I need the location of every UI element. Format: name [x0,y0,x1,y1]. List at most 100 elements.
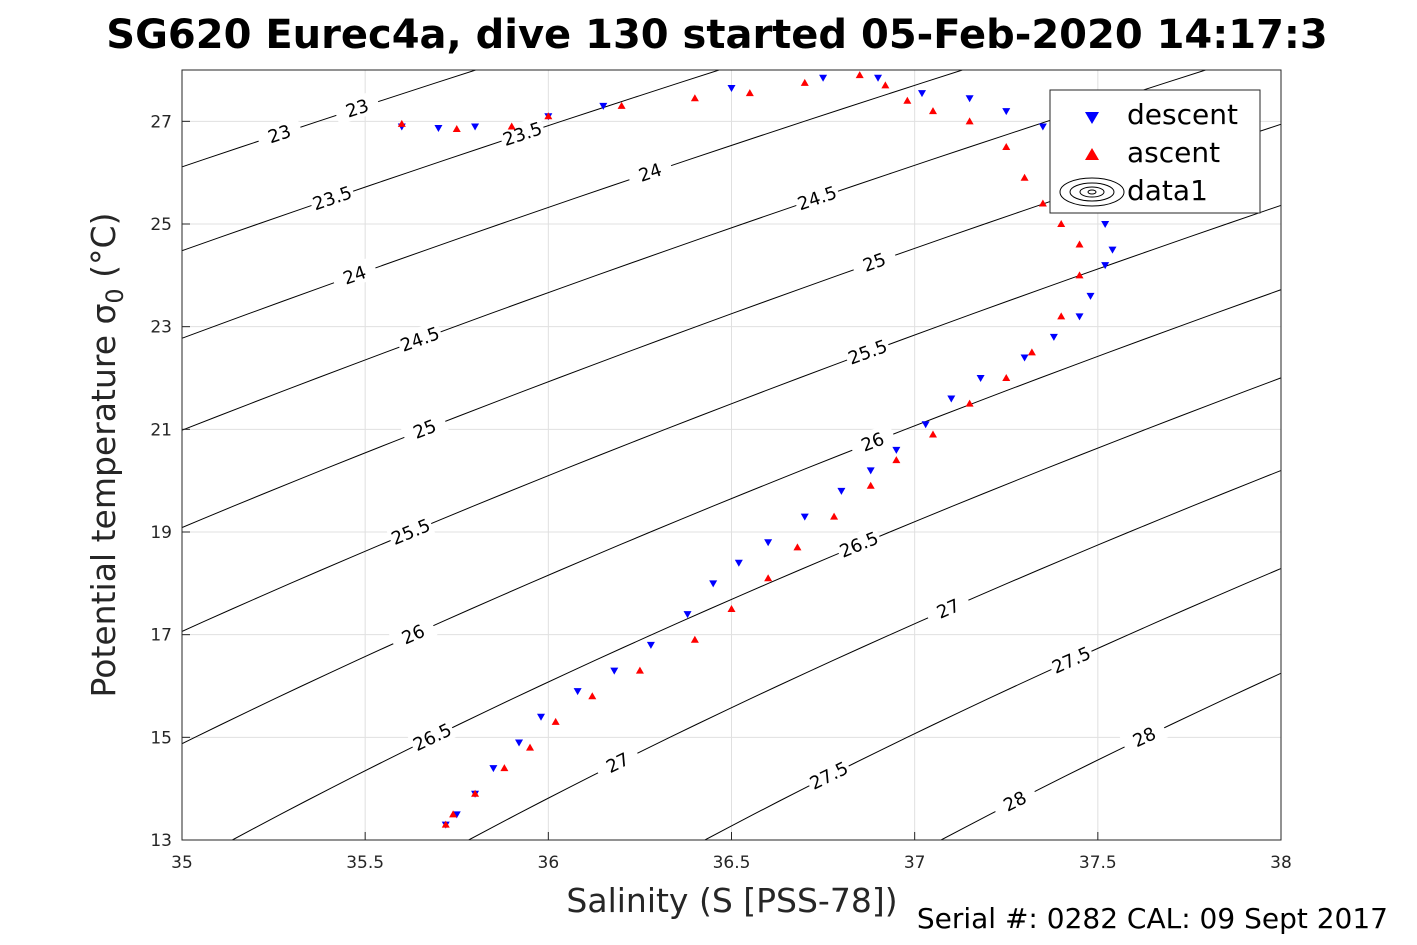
contour-label: 25.5 [385,512,436,550]
contour-line [182,70,721,252]
x-tick-label: 35.5 [346,853,384,873]
ascent-point [507,122,516,130]
descent-point [965,95,974,103]
ascent-point [690,94,699,102]
ascent-point [588,692,597,700]
descent-point [947,395,956,403]
descent-point [709,580,718,588]
contour-label: 24.5 [792,179,842,215]
ascent-point [690,635,699,643]
descent-point [610,667,619,675]
ascent-point [1075,240,1084,248]
descent-point [452,811,461,819]
contour-label-text: 24.5 [398,323,443,357]
contour-label-text: 25.5 [389,515,434,550]
ascent-point [471,789,480,797]
legend-descent-label: descent [1127,98,1238,131]
descent-point [917,90,926,98]
descent-point [866,467,875,475]
ascent-point [1020,173,1029,181]
contour-label-text: 23.5 [310,182,355,215]
contour-label: 27 [592,742,642,782]
descent-point [764,539,773,547]
ascent-point [727,605,736,612]
y-tick-label: 21 [150,420,172,440]
contour-label-text: 26.5 [837,528,882,563]
descent-point [837,487,846,495]
contour-line [182,289,1281,745]
ascent-point [764,574,773,582]
ascent-point [800,78,809,86]
ascent-point [397,119,406,127]
ascent-point [544,112,553,120]
y-tick-label: 23 [150,318,172,338]
descent-point [1101,221,1110,228]
descent-point [471,123,480,131]
descent-point [1086,292,1095,300]
ascent-series [397,71,1084,828]
legend-data1-label: data1 [1127,174,1208,207]
y-tick-label: 15 [150,728,172,748]
x-tick-label: 36 [538,853,560,873]
descent-point [599,102,608,110]
ascent-point [551,717,560,725]
contour-label: 26.5 [834,525,884,563]
descent-point [537,713,546,721]
descent-point [819,74,828,82]
legend-box [1049,89,1261,214]
legend-ascent-marker [1085,148,1099,160]
x-tick-label: 38 [1270,853,1292,873]
x-tick-label: 37 [904,853,926,873]
y-tick-label: 25 [150,215,172,235]
contour-line [703,567,1281,840]
ascent-point [452,125,461,133]
ascent-point [1002,374,1011,381]
ascent-point [441,820,450,828]
ascent-point [903,96,912,104]
ascent-point [1057,312,1066,320]
contour-label-text: 27.5 [1049,643,1094,679]
descent-point [874,74,883,82]
contour-label: 28 [1119,717,1169,756]
contour-label: 27.5 [1046,640,1096,679]
descent-point [1049,333,1058,341]
serial-cal-footer: Serial #: 0282 CAL: 09 Sept 2017 [917,902,1388,935]
y-tick-label: 17 [150,626,172,646]
contour-label: 25 [849,243,899,280]
descent-point [976,375,985,382]
contour-label-text: 25.5 [845,336,890,370]
ascent-point [526,743,535,751]
descent-point [734,559,743,567]
contour-label-text: 26.5 [410,720,455,756]
contour-label: 26 [388,614,438,653]
ascent-point [1027,348,1036,356]
ascent-point [1057,220,1066,227]
legend: descent ascent data1 [1049,89,1261,214]
descent-point [515,739,524,747]
descent-point [434,125,443,133]
y-tick-label: 13 [150,831,172,851]
descent-point [1108,246,1117,254]
contour-label: 28 [989,780,1040,821]
contour-line [467,469,1281,840]
y-axis-ticks: 13 15 17 19 21 23 25 27 [150,112,190,851]
chart-title: SG620 Eurec4a, dive 130 started 05-Feb-2… [106,12,1327,58]
ascent-point [1038,199,1047,207]
contour-label: 23.5 [307,179,357,215]
x-axis-label: Salinity (S [PSS-78]) [566,881,897,920]
ascent-point [1075,271,1084,279]
ascent-point [830,512,839,520]
y-axis-label-main: Potential temperature σ [84,304,123,698]
ascent-point [635,666,644,674]
contour-label: 27 [923,589,973,627]
legend-ascent-label: ascent [1127,136,1220,169]
descent-point [646,641,655,649]
ascent-point [965,117,974,125]
x-tick-label: 37.5 [1079,853,1117,873]
descent-point [683,611,692,619]
legend-contour-icon [1059,177,1125,207]
descent-point [489,765,498,773]
ascent-point [965,399,974,407]
contour-label: 24 [329,256,379,293]
descent-point [800,513,809,521]
